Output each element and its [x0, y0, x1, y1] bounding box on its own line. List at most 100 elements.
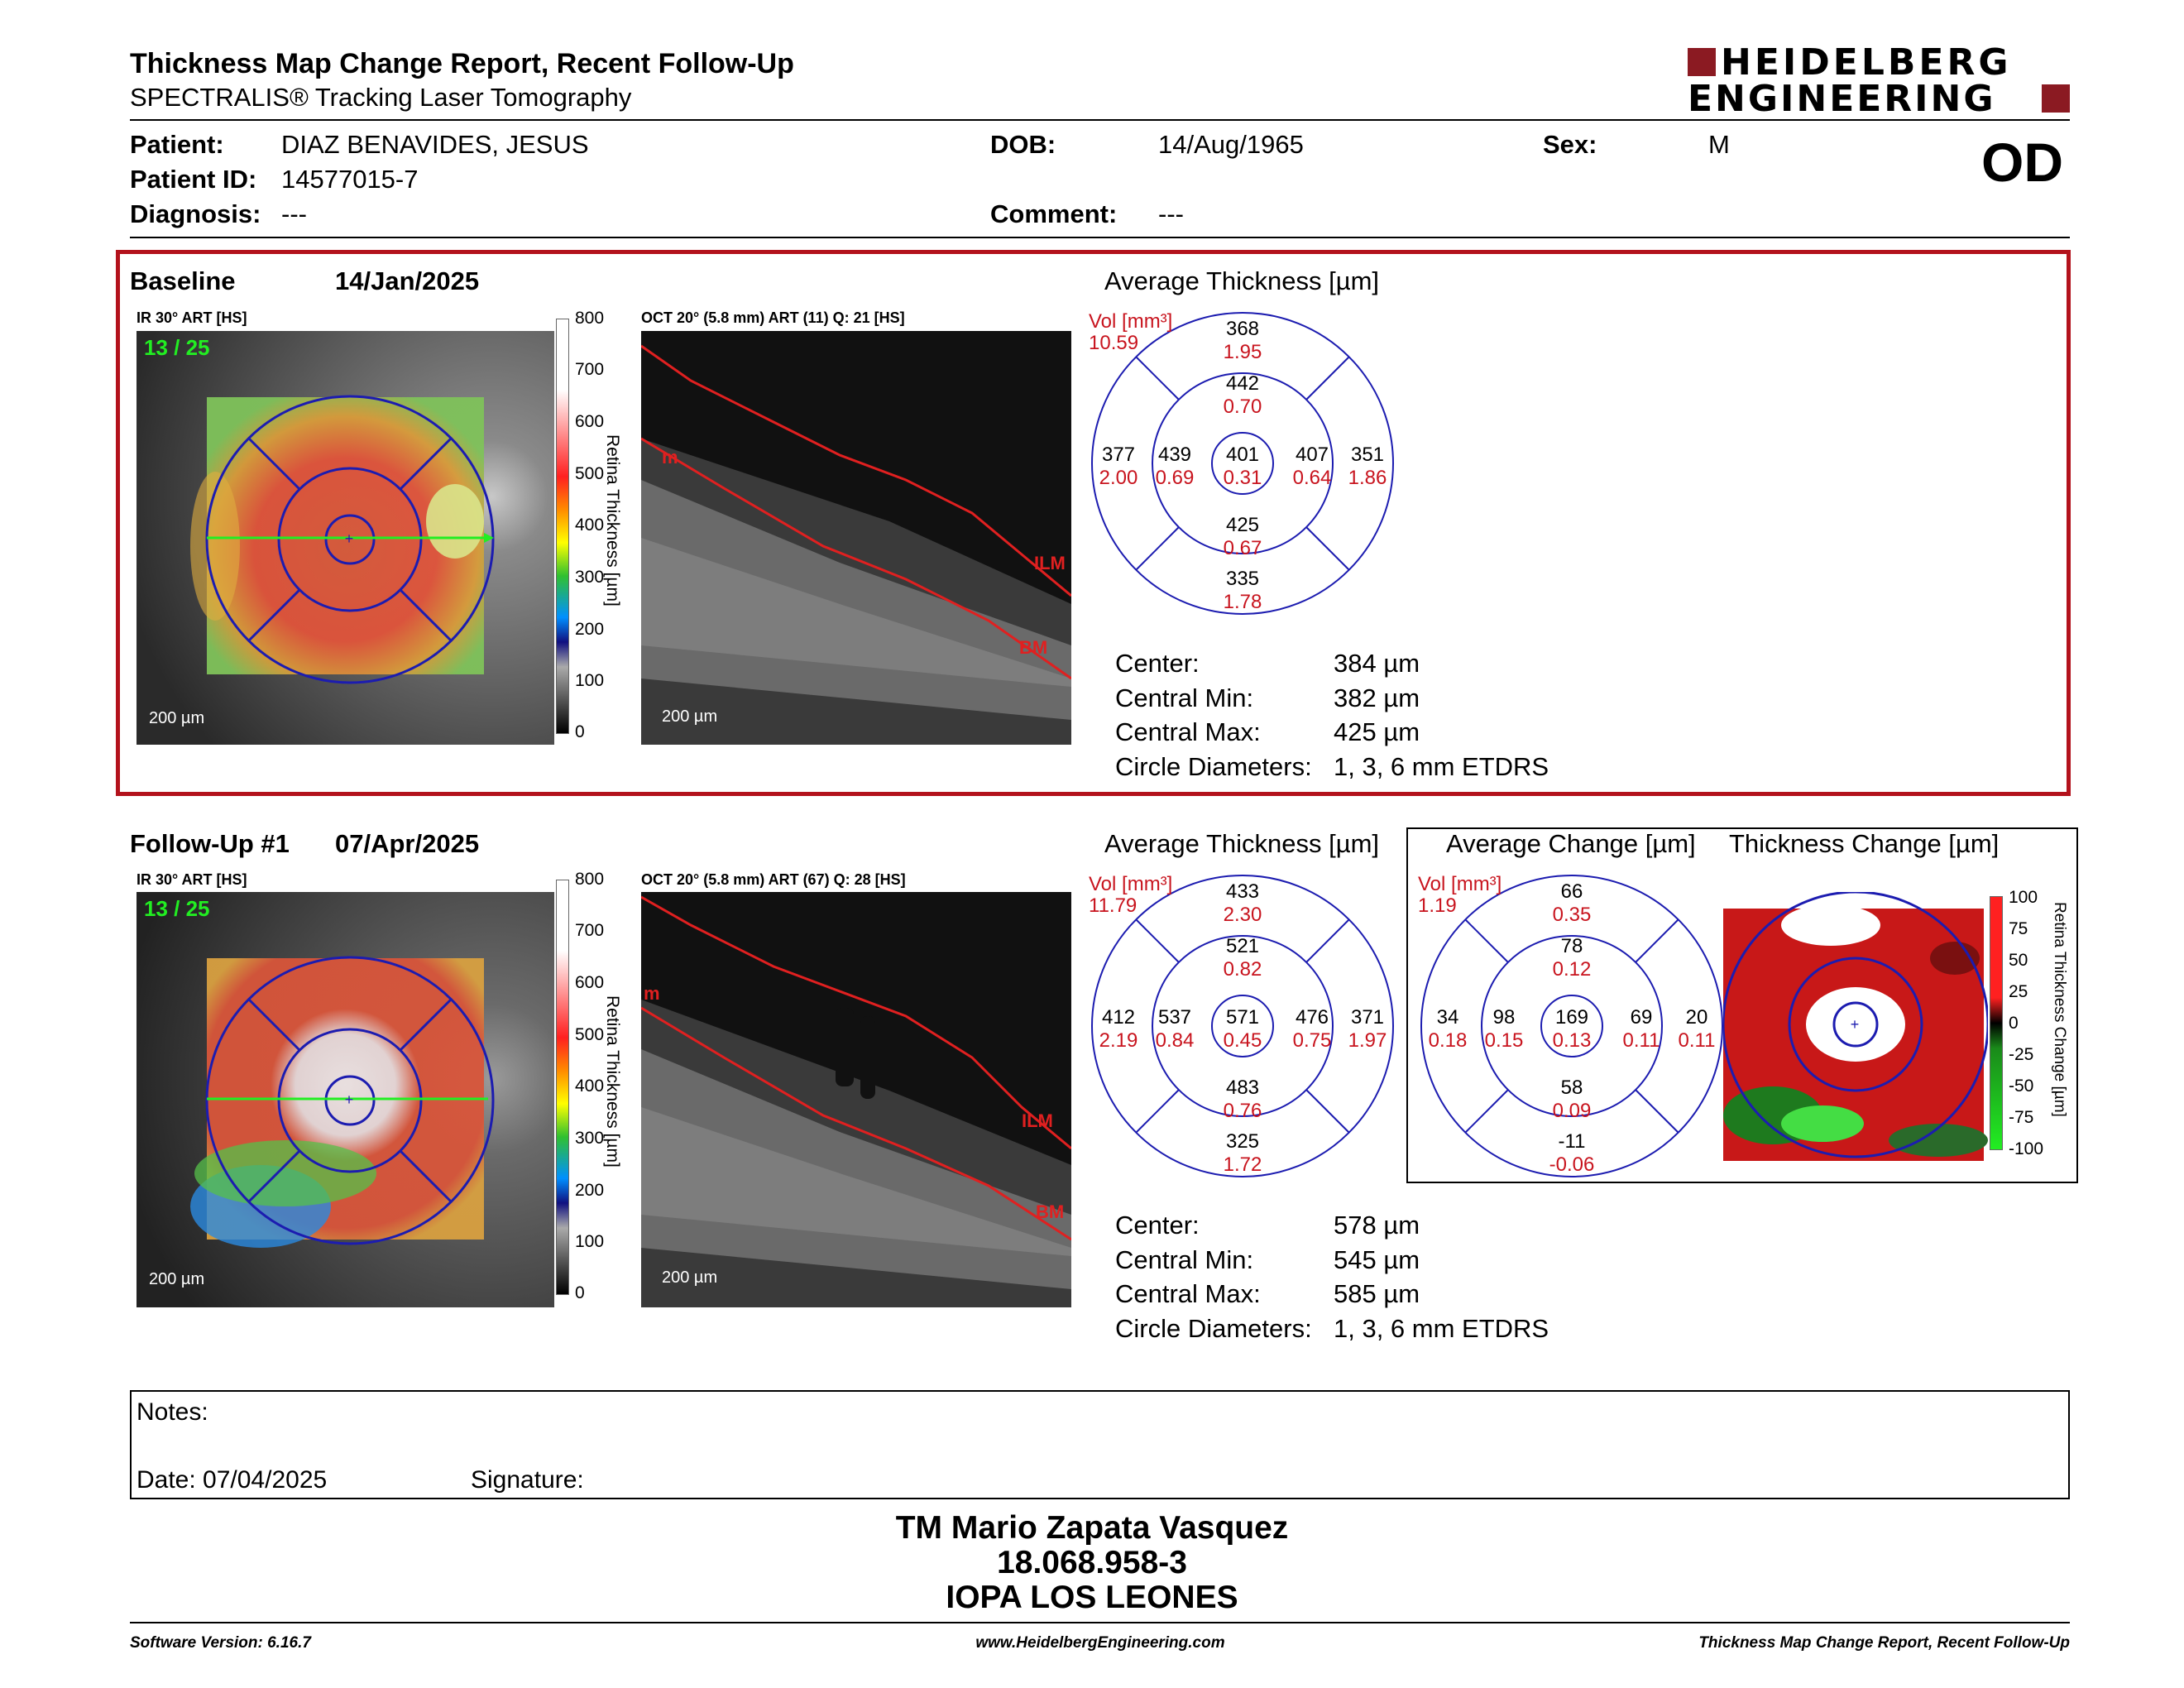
sector-volume: 0.11	[1679, 1029, 1716, 1052]
diagnosis-label: Diagnosis:	[130, 199, 261, 228]
sector-value: 169	[1555, 1006, 1588, 1029]
cb-tick: 0	[2009, 1014, 2019, 1033]
sector-volume: 1.95	[1224, 341, 1262, 363]
baseline-vol-total: 10.59	[1089, 332, 1138, 354]
followup-oct-label: OCT 20° (5.8 mm) ART (67) Q: 28 [HS]	[641, 871, 906, 888]
baseline-colorbar-title: Retina Thickness [µm]	[603, 434, 622, 607]
cb-tick: 50	[2009, 951, 2028, 970]
sector-value: 20	[1686, 1006, 1708, 1029]
sector-value: 521	[1226, 935, 1259, 957]
cb-tick: 500	[575, 464, 605, 483]
sector-value: 66	[1561, 880, 1583, 903]
thickness-change-map: +	[1723, 892, 1988, 1161]
baseline-ilm-label: ILM	[1034, 553, 1066, 573]
sector-value: 34	[1437, 1006, 1459, 1029]
followup-diam-label: Circle Diameters:	[1115, 1314, 1312, 1343]
followup-colorbar	[556, 880, 569, 1295]
sector-volume: 0.15	[1485, 1029, 1524, 1052]
sex-value: M	[1708, 130, 1730, 159]
baseline-max-label: Central Max:	[1115, 717, 1261, 746]
sector-volume: 0.75	[1293, 1029, 1332, 1052]
change-vol-label: Vol [mm³]	[1418, 873, 1502, 895]
sector-volume: 0.35	[1553, 904, 1592, 926]
sector-value: 476	[1296, 1006, 1329, 1029]
sector-value: 371	[1351, 1006, 1384, 1029]
footer-report-name: Thickness Map Change Report, Recent Foll…	[1698, 1634, 2070, 1652]
diagnosis-value: ---	[281, 199, 307, 228]
followup-vol-total: 11.79	[1089, 894, 1137, 917]
sector-volume: 0.64	[1293, 467, 1332, 489]
sector-volume: 0.69	[1156, 467, 1195, 489]
followup-diam-value: 1, 3, 6 mm ETDRS	[1334, 1314, 1549, 1343]
cb-tick: -100	[2009, 1139, 2044, 1158]
sector-value: 368	[1226, 318, 1259, 340]
change-panel-frame	[1406, 827, 2078, 1183]
sector-value: 407	[1296, 444, 1329, 466]
cb-tick: 400	[575, 1077, 605, 1096]
baseline-colorbar	[556, 319, 569, 734]
change-map-title: Thickness Change [µm]	[1729, 829, 2000, 858]
cb-tick: 600	[575, 412, 605, 431]
report-subtitle: SPECTRALIS® Tracking Laser Tomography	[130, 83, 632, 112]
followup-center-label: Center:	[1115, 1211, 1200, 1240]
sector-value: 433	[1226, 880, 1259, 903]
heidelberg-logo: HEIDELBERG ENGINEERING	[1688, 41, 2070, 120]
sector-volume: -0.06	[1549, 1153, 1595, 1176]
followup-date: 07/Apr/2025	[335, 829, 480, 858]
cb-tick: 800	[575, 870, 605, 889]
followup-center-value: 578 µm	[1334, 1211, 1420, 1240]
sector-volume: 1.86	[1348, 467, 1387, 489]
sector-value: 439	[1158, 444, 1191, 466]
cb-tick: 700	[575, 921, 605, 940]
baseline-label: Baseline	[130, 266, 236, 295]
software-version: Software Version: 6.16.7	[130, 1634, 311, 1652]
baseline-center-value: 384 µm	[1334, 649, 1420, 678]
sector-value: 537	[1158, 1006, 1191, 1029]
sector-volume: 0.70	[1224, 396, 1262, 418]
baseline-diam-label: Circle Diameters:	[1115, 752, 1312, 781]
followup-oct-scalebar: 200 µm	[662, 1268, 718, 1287]
cb-tick: -75	[2009, 1108, 2034, 1127]
notes-box[interactable]: Notes: Date: 07/04/2025 Signature:	[130, 1390, 2070, 1499]
sector-volume: 0.45	[1224, 1029, 1262, 1052]
cb-tick: 100	[575, 671, 605, 690]
sector-value: 325	[1226, 1130, 1259, 1153]
baseline-oct-label: OCT 20° (5.8 mm) ART (11) Q: 21 [HS]	[641, 309, 905, 326]
baseline-ir-label: IR 30° ART [HS]	[136, 309, 247, 326]
baseline-vol-label: Vol [mm³]	[1089, 310, 1172, 333]
sector-volume: 2.19	[1099, 1029, 1138, 1052]
patient-name: DIAZ BENAVIDES, JESUS	[281, 130, 589, 159]
baseline-ir-scalebar: 200 µm	[149, 709, 205, 727]
sector-volume: 1.97	[1348, 1029, 1387, 1052]
patient-id: 14577015-7	[281, 165, 419, 194]
signer-id: 18.068.958-3	[997, 1545, 1187, 1580]
followup-avg-title: Average Thickness [µm]	[1104, 829, 1380, 858]
change-colorbar-title: Retina Thickness Change [µm]	[2051, 902, 2068, 1117]
change-colorbar	[1990, 896, 2003, 1150]
followup-max-value: 585 µm	[1334, 1279, 1420, 1308]
website-link[interactable]: www.HeidelbergEngineering.com	[975, 1634, 1225, 1652]
baseline-oct-scalebar: 200 µm	[662, 707, 718, 726]
sector-value: 335	[1226, 568, 1259, 590]
sector-value: 98	[1493, 1006, 1516, 1029]
followup-ir-scalebar: 200 µm	[149, 1270, 205, 1288]
followup-ir-label: IR 30° ART [HS]	[136, 871, 247, 888]
baseline-min-label: Central Min:	[1115, 683, 1254, 712]
dob-value: 14/Aug/1965	[1158, 130, 1304, 159]
sector-volume: 0.31	[1224, 467, 1262, 489]
cb-tick: 0	[575, 1283, 585, 1302]
cb-tick: -25	[2009, 1045, 2034, 1064]
followup-frame-counter: 13 / 25	[144, 896, 210, 921]
sector-value: 401	[1226, 444, 1259, 466]
sector-value: 483	[1226, 1077, 1259, 1099]
sector-value: 425	[1226, 514, 1259, 536]
cb-tick: 300	[575, 568, 605, 587]
signer-place: IOPA LOS LEONES	[946, 1580, 1238, 1615]
cb-tick: 100	[575, 1232, 605, 1251]
baseline-min-value: 382 µm	[1334, 683, 1420, 712]
signature-field[interactable]: Signature:	[471, 1466, 584, 1494]
baseline-frame-counter: 13 / 25	[144, 335, 210, 360]
sector-volume: 0.82	[1224, 958, 1262, 981]
cb-tick: 600	[575, 973, 605, 992]
change-avg-title: Average Change [µm]	[1446, 829, 1696, 858]
